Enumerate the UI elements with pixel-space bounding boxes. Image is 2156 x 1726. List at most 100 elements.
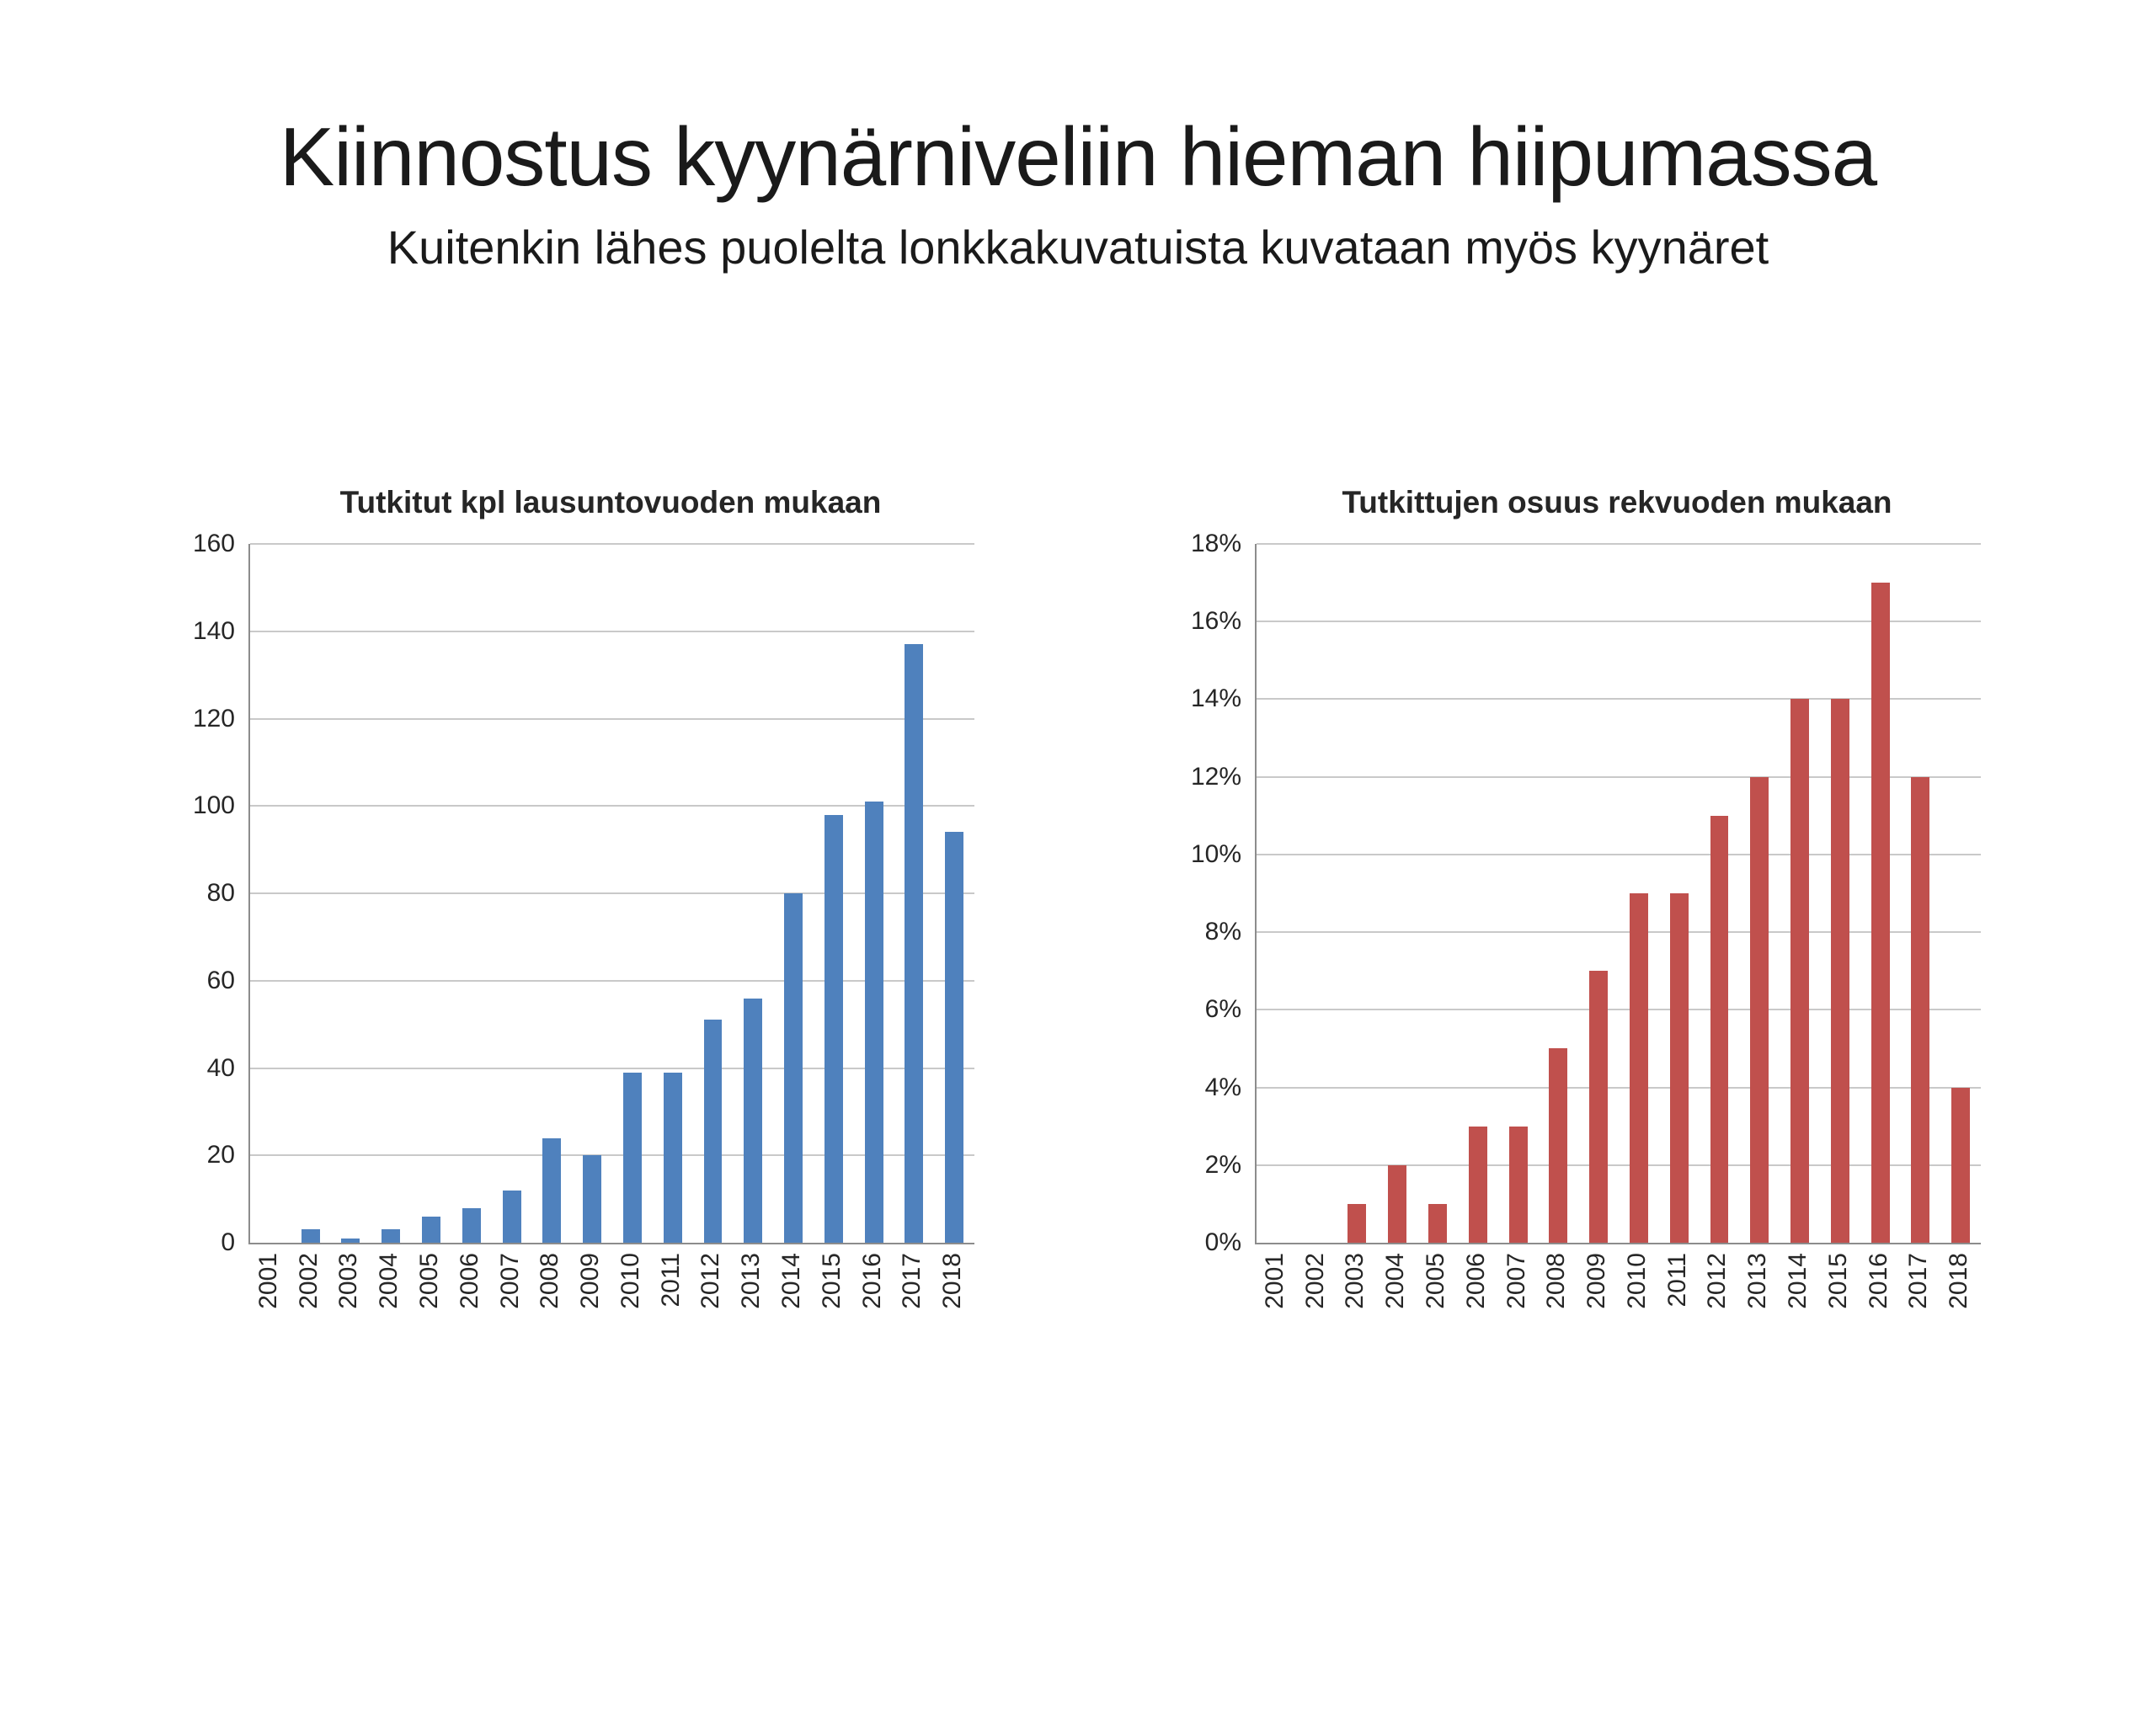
x-tick-label: 2002 (294, 1253, 323, 1309)
y-axis-labels: 0 20 40 60 80 100 120 140 160 (177, 530, 248, 1256)
x-tick-label: 2002 (1300, 1253, 1329, 1309)
bar-2012 (1710, 815, 1729, 1243)
bar-slot (773, 544, 814, 1243)
x-tick: 2016 (852, 1253, 893, 1375)
bar-slot (1337, 544, 1378, 1243)
bar-2014 (784, 893, 803, 1243)
x-tick: 2018 (932, 1253, 973, 1375)
x-tick-label: 2015 (817, 1253, 846, 1309)
x-tick: 2016 (1859, 1253, 1899, 1375)
bar-slot (531, 544, 572, 1243)
bar-2010 (622, 1072, 642, 1243)
y-tick-label: 16% (1190, 607, 1241, 636)
x-tick: 2009 (1577, 1253, 1617, 1375)
bar-slot (1257, 544, 1297, 1243)
x-tick-label: 2007 (1502, 1253, 1530, 1309)
x-tick: 2004 (1375, 1253, 1416, 1375)
x-tick-label: 2010 (616, 1253, 644, 1309)
plot-area (1255, 543, 1981, 1244)
x-tick: 2003 (1336, 1253, 1376, 1375)
x-tick-label: 2003 (334, 1253, 363, 1309)
x-tick-label: 2016 (1864, 1253, 1892, 1309)
x-tick-label: 2018 (1945, 1253, 1973, 1309)
bar-slot (411, 544, 451, 1243)
x-tick: 2018 (1939, 1253, 1979, 1375)
x-tick: 2010 (1617, 1253, 1657, 1375)
x-tick: 2008 (1536, 1253, 1577, 1375)
y-tick-label: 18% (1190, 530, 1241, 557)
bar-slot (451, 544, 492, 1243)
bar-slot (1700, 544, 1740, 1243)
charts-row: Tutkitut kpl lausuntovuoden mukaan 0 20 40… (0, 485, 2156, 1375)
x-tick: 2003 (329, 1253, 370, 1375)
bar-slot (291, 544, 331, 1243)
x-tick: 2007 (490, 1253, 531, 1375)
y-tick-label: 6% (1204, 995, 1241, 1024)
x-tick: 2011 (651, 1253, 691, 1375)
x-tick: 2005 (409, 1253, 450, 1375)
x-tick-label: 2008 (1542, 1253, 1571, 1309)
bar-slot (250, 544, 291, 1243)
bar-slot (693, 544, 734, 1243)
bar-slot (1538, 544, 1578, 1243)
x-tick: 2005 (1416, 1253, 1456, 1375)
chart-title: Tutkittujen osuus rekvuoden mukaan (1342, 485, 1892, 519)
y-tick-label: 140 (192, 616, 235, 645)
y-tick-label: 4% (1204, 1073, 1241, 1101)
bar-2017 (905, 644, 924, 1243)
slide-subtitle: Kuitenkin lähes puolelta lonkkakuvatuist… (387, 221, 1769, 274)
bar-slot (854, 544, 894, 1243)
bar-slot (492, 544, 532, 1243)
x-tick-label: 2012 (1703, 1253, 1732, 1309)
x-tick-label: 2010 (1622, 1253, 1651, 1309)
y-tick-label: 10% (1190, 839, 1241, 868)
x-tick-label: 2009 (1582, 1253, 1611, 1309)
bar-slot (1498, 544, 1539, 1243)
y-tick-label: 40 (206, 1053, 235, 1082)
x-tick: 2001 (1255, 1253, 1295, 1375)
y-tick-label: 100 (192, 791, 235, 820)
x-tick-label: 2012 (696, 1253, 725, 1309)
x-tick: 2012 (1698, 1253, 1738, 1375)
bar-2011 (663, 1072, 682, 1243)
gridline (250, 805, 974, 807)
x-tick-label: 2017 (1904, 1253, 1933, 1309)
x-tick: 2017 (893, 1253, 933, 1375)
x-tick: 2015 (1818, 1253, 1859, 1375)
x-tick: 2014 (1778, 1253, 1818, 1375)
x-tick-label: 2009 (576, 1253, 605, 1309)
gridline (1257, 698, 1981, 701)
y-tick-label: 12% (1190, 762, 1241, 791)
x-tick: 2002 (289, 1253, 329, 1375)
gridline (250, 892, 974, 894)
bar-2007 (1508, 1126, 1528, 1243)
x-tick-label: 2001 (1260, 1253, 1289, 1309)
bar-slot (1297, 544, 1337, 1243)
x-tick: 2013 (731, 1253, 771, 1375)
x-tick-label: 2004 (375, 1253, 403, 1309)
y-tick-label: 0 (221, 1228, 235, 1256)
bar-slot (733, 544, 773, 1243)
bar-2010 (1629, 893, 1648, 1243)
x-tick-label: 2013 (1743, 1253, 1772, 1309)
bar-slot (653, 544, 693, 1243)
bar-slot (1377, 544, 1417, 1243)
x-tick: 2012 (691, 1253, 732, 1375)
slide-title: Kiinnostus kyynärniveliin hieman hiipuma… (279, 110, 1877, 203)
x-tick: 2004 (369, 1253, 409, 1375)
x-axis-labels: 2001 2002 2003 2004 2005 2006 2007 2008 2009 2010… (1255, 1253, 1979, 1375)
x-tick-label: 2005 (1422, 1253, 1450, 1309)
x-tick: 2007 (1497, 1253, 1537, 1375)
y-tick-label: 80 (206, 879, 235, 907)
chart-title: Tutkitut kpl lausuntovuoden mukaan (339, 485, 882, 519)
gridline (250, 543, 974, 545)
x-tick: 2015 (812, 1253, 852, 1375)
gridline (250, 1154, 974, 1157)
gridline (1257, 621, 1981, 623)
bar-2004 (382, 1229, 401, 1243)
plot-wrap: 2001 2002 2003 2004 2005 2006 2007 2008 2009 2010… (1255, 543, 1981, 1375)
x-tick: 2017 (1899, 1253, 1940, 1375)
bar-slot (572, 544, 612, 1243)
gridline (250, 717, 974, 720)
bar-slot (1619, 544, 1659, 1243)
